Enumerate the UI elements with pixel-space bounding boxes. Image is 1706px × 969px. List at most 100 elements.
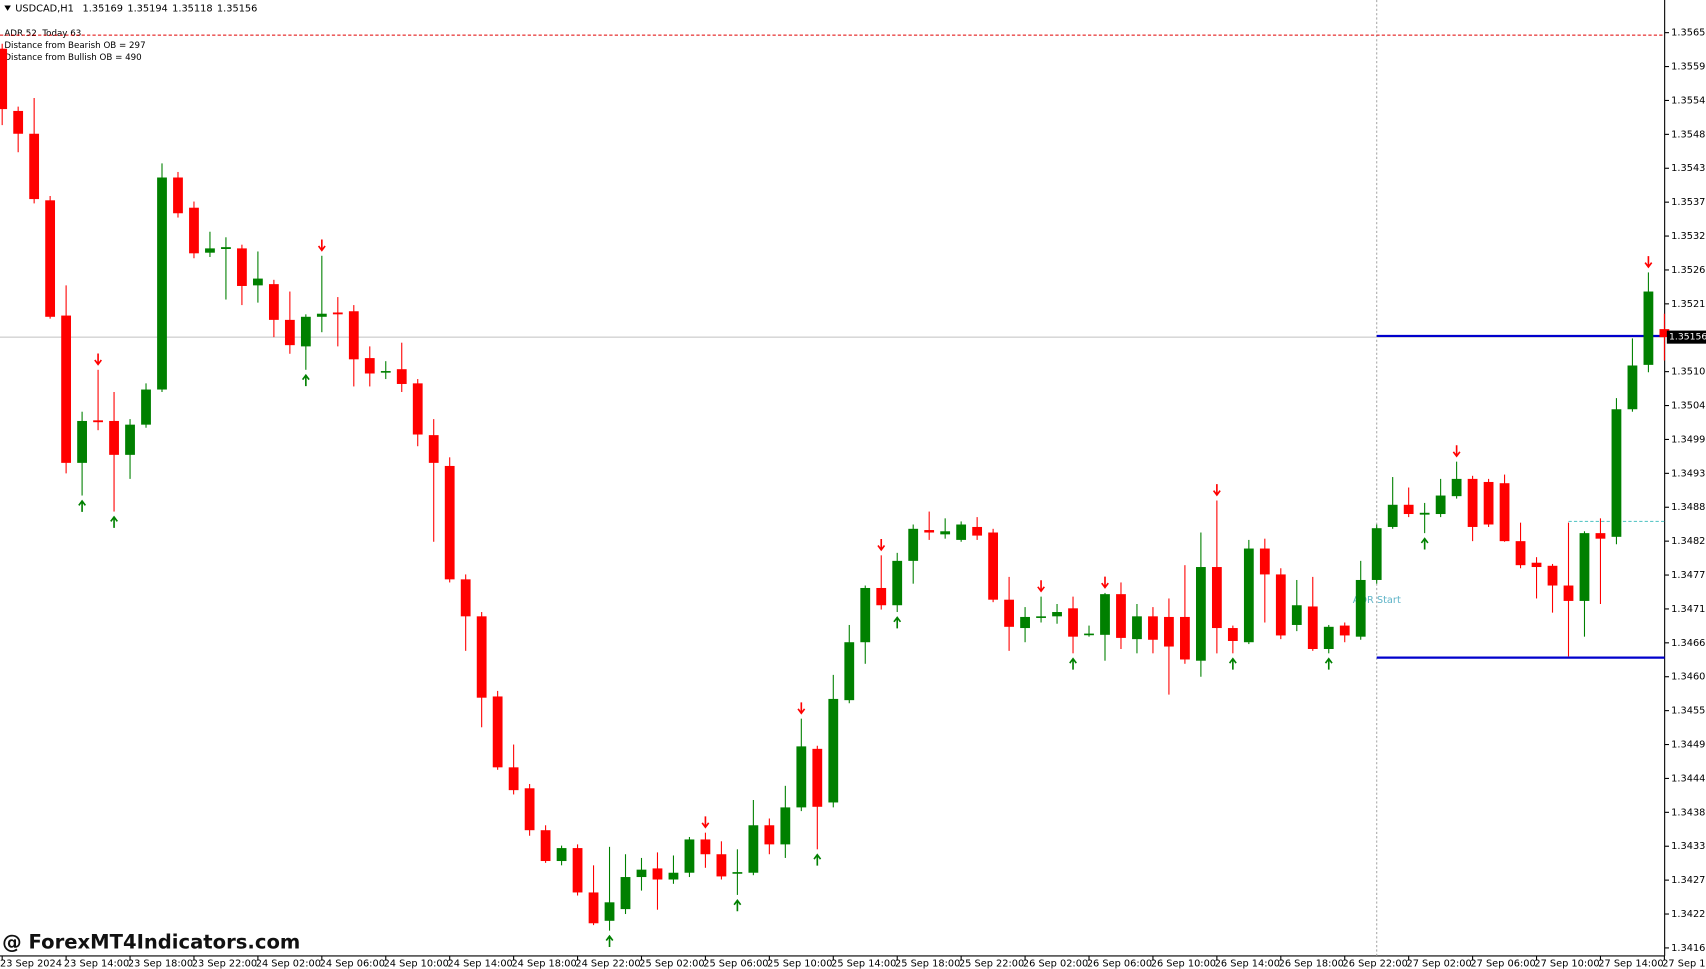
buy-arrow xyxy=(813,853,822,866)
y-tick-label: 1.35375 xyxy=(1671,197,1706,208)
y-tick-label: 1.35265 xyxy=(1671,265,1706,276)
buy-arrow xyxy=(301,373,310,387)
candle-body xyxy=(1068,608,1078,637)
x-tick-label: 27 Sep 10:00 xyxy=(1534,959,1599,969)
candle-body xyxy=(828,698,839,803)
candle-body xyxy=(524,788,535,831)
candle-body xyxy=(1036,616,1046,618)
candle-body xyxy=(29,133,40,200)
candle-body xyxy=(540,830,551,862)
y-tick-label: 1.34605 xyxy=(1671,672,1706,683)
candle-body xyxy=(1659,329,1670,338)
x-tick-label: 25 Sep 22:00 xyxy=(959,959,1024,969)
candle-body xyxy=(508,767,519,791)
candle-body xyxy=(1579,533,1590,601)
price-tag xyxy=(1666,330,1706,344)
x-tick-label: 24 Sep 22:00 xyxy=(575,959,640,969)
candle-body xyxy=(61,315,72,463)
candle-body xyxy=(1611,409,1622,537)
header-low: 1.35118 xyxy=(172,4,212,15)
sell-arrow xyxy=(701,816,710,829)
sell-arrow xyxy=(1101,576,1109,589)
y-tick-label: 1.34715 xyxy=(1671,604,1706,615)
candle-body xyxy=(1355,579,1366,637)
candle-body xyxy=(1531,562,1542,568)
candle-body xyxy=(940,531,951,535)
candle-body xyxy=(1451,478,1462,497)
candle-body xyxy=(125,424,135,455)
candle-body xyxy=(1132,616,1142,640)
candle-body xyxy=(1227,628,1238,641)
x-tick-label: 23 Sep 14:00 xyxy=(64,959,129,969)
candle-body xyxy=(13,110,24,134)
y-tick-label: 1.35320 xyxy=(1671,231,1706,242)
candle-body xyxy=(1515,541,1526,566)
sell-arrow xyxy=(94,353,102,366)
y-tick-label: 1.34990 xyxy=(1671,434,1706,445)
header-open: 1.35169 xyxy=(83,4,123,15)
y-tick-label: 1.34385 xyxy=(1671,807,1706,818)
candle-body xyxy=(780,807,791,845)
buy-arrow xyxy=(1069,657,1077,670)
y-tick-label: 1.35540 xyxy=(1671,95,1706,106)
candle-body xyxy=(1419,512,1430,515)
candle-body xyxy=(556,848,567,862)
buy-arrow xyxy=(110,515,118,528)
x-tick-label: 24 Sep 14:00 xyxy=(448,959,513,969)
y-tick-label: 1.34770 xyxy=(1671,570,1706,581)
x-tick-label: 27 Sep 02:00 xyxy=(1406,959,1471,969)
symbol: USDCAD,H1 xyxy=(15,4,74,15)
menu-triangle[interactable] xyxy=(4,5,11,11)
info-line: Distance from Bullish OB = 490 xyxy=(4,53,141,63)
candle-body xyxy=(157,177,167,390)
header-high: 1.35194 xyxy=(127,4,167,15)
y-tick-label: 1.34220 xyxy=(1671,909,1706,920)
x-tick-label: 27 Sep 14:00 xyxy=(1598,959,1663,969)
candle-body xyxy=(1148,616,1158,640)
sell-arrow xyxy=(1037,580,1045,593)
candle-body xyxy=(956,524,967,540)
candle-body xyxy=(364,358,375,374)
candle-body xyxy=(796,746,807,808)
candle-body xyxy=(684,839,695,873)
candle-body xyxy=(1100,594,1110,635)
candle-body xyxy=(716,854,727,877)
y-tick-label: 1.34825 xyxy=(1671,536,1706,547)
candle-body xyxy=(316,313,327,317)
x-tick-label: 26 Sep 10:00 xyxy=(1151,959,1216,969)
candle-body xyxy=(604,902,615,921)
x-tick-label: 27 Sep 18:00 xyxy=(1662,959,1706,969)
candle-body xyxy=(1323,626,1334,650)
y-tick-label: 1.34165 xyxy=(1671,943,1706,954)
candle-body xyxy=(652,868,663,880)
candle-body xyxy=(1195,567,1206,661)
candle-body xyxy=(1627,365,1638,410)
x-tick-label: 25 Sep 18:00 xyxy=(895,959,960,969)
candle-body xyxy=(636,869,647,878)
header: USDCAD,H1 1.35169 1.35194 1.35118 1.35156 xyxy=(15,4,257,15)
candle-body xyxy=(109,420,119,455)
candle-body xyxy=(668,872,679,880)
candle-body xyxy=(284,319,295,346)
y-tick-label: 1.34880 xyxy=(1671,502,1706,513)
candle-body xyxy=(1547,565,1558,586)
buy-arrow xyxy=(733,899,742,912)
candle-body xyxy=(93,420,103,423)
candle-body xyxy=(476,616,487,698)
candle-body xyxy=(492,696,503,768)
y-tick-label: 1.34275 xyxy=(1671,875,1706,886)
candle-body xyxy=(1164,616,1174,647)
candle-body xyxy=(700,839,711,855)
candle-body xyxy=(1307,606,1318,650)
candle-body xyxy=(380,371,391,373)
candle-body xyxy=(1052,612,1062,617)
candle-body xyxy=(924,530,935,533)
candle-body xyxy=(1435,495,1446,515)
sell-arrow xyxy=(1212,484,1221,497)
candle-body xyxy=(1563,585,1574,601)
candle-body xyxy=(189,207,199,254)
info-line: Distance from Bearish OB = 297 xyxy=(4,41,145,51)
x-tick-label: 25 Sep 02:00 xyxy=(639,959,704,969)
sell-arrow xyxy=(1452,445,1461,458)
